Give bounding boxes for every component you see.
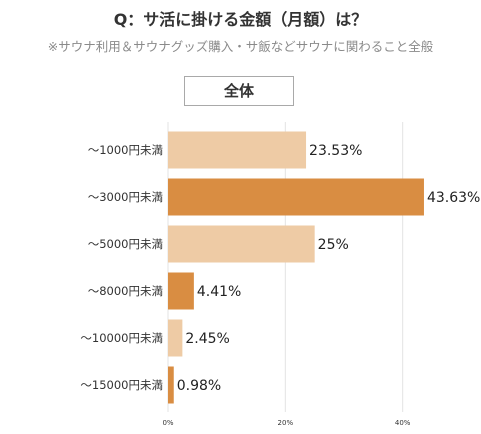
value-label: 0.98% xyxy=(177,378,221,394)
value-label: 2.45% xyxy=(185,331,229,347)
category-label: ～8000円未満 xyxy=(88,284,163,298)
category-label: ～5000円未満 xyxy=(88,237,163,251)
bar xyxy=(168,366,174,404)
value-label: 43.63% xyxy=(427,190,480,206)
chart-subtitle: ※サウナ利用＆サウナグッズ購入・サ飯などサウナに関わること全般 xyxy=(47,39,434,54)
bar xyxy=(168,225,315,263)
x-tick-label: 0% xyxy=(162,419,173,427)
category-label: ～15000円未満 xyxy=(80,378,163,392)
bar xyxy=(168,319,183,357)
x-tick-label: 40% xyxy=(395,419,411,427)
bar xyxy=(168,178,424,216)
value-label: 25% xyxy=(318,237,349,253)
x-tick-label: 20% xyxy=(278,419,294,427)
value-label: 4.41% xyxy=(197,284,241,300)
category-label: ～1000円未満 xyxy=(88,143,163,157)
bar xyxy=(168,272,194,310)
bar xyxy=(168,131,307,169)
category-label: ～3000円未満 xyxy=(88,190,163,204)
value-label: 23.53% xyxy=(309,143,362,159)
category-label: ～10000円未満 xyxy=(80,331,163,345)
segment-badge: 全体 xyxy=(184,76,294,106)
chart-title: Q：サ活に掛ける金額（月額）は？ xyxy=(113,10,368,29)
